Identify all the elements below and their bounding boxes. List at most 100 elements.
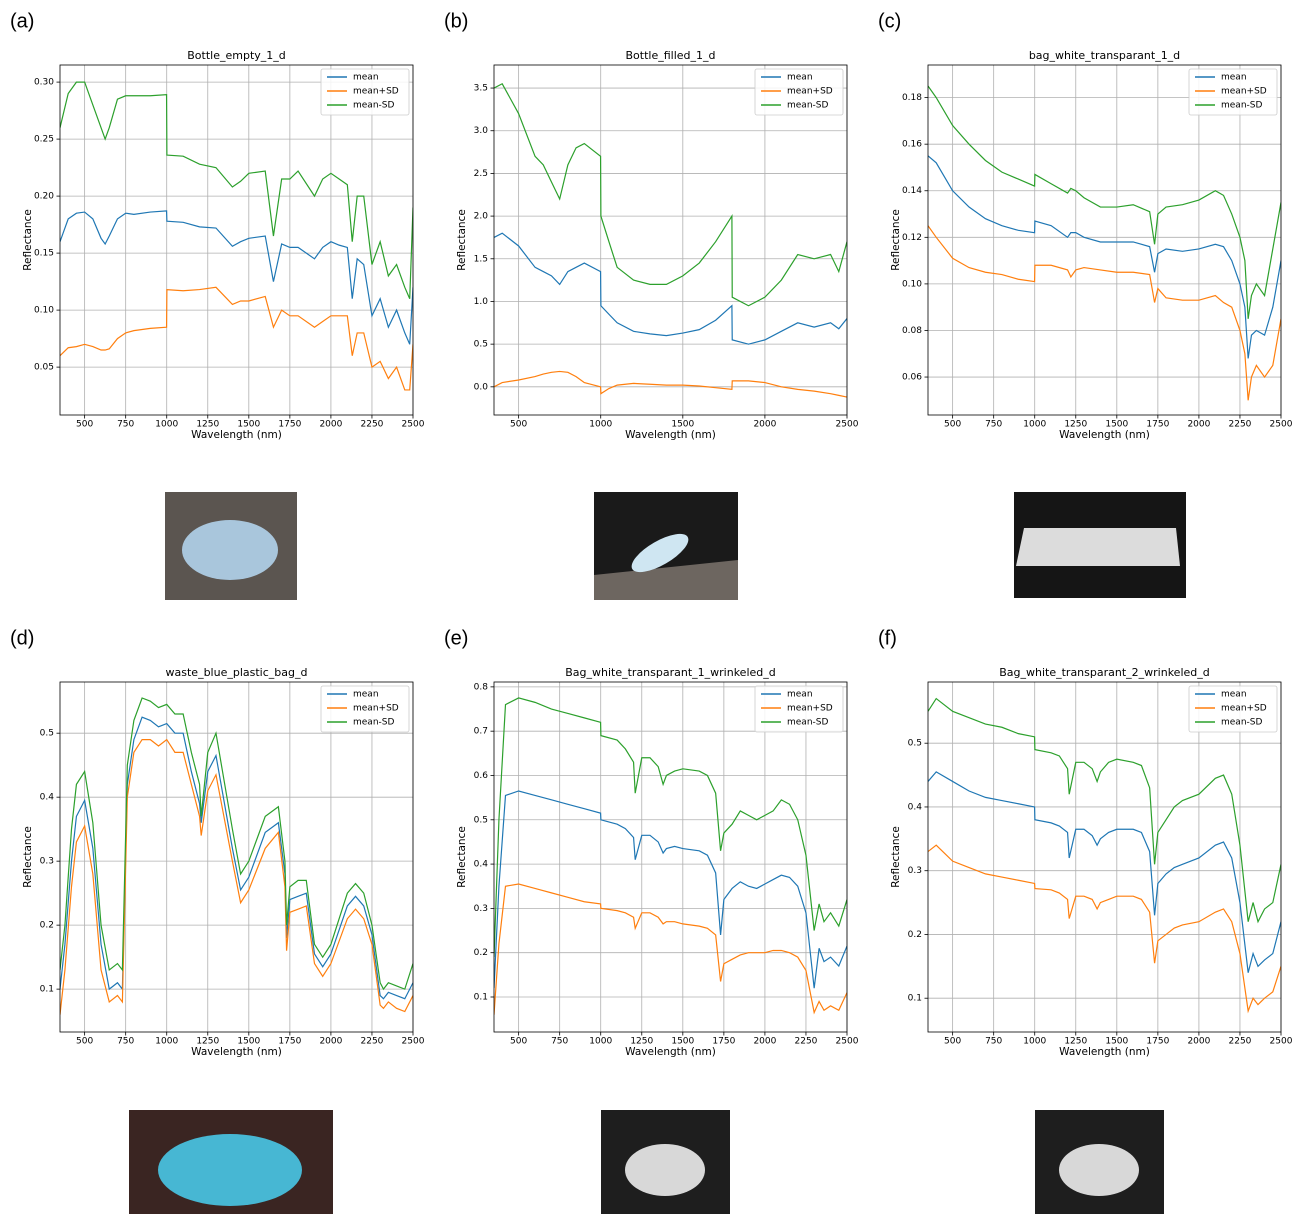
y-tick-label: 0.1 (474, 993, 488, 1003)
x-tick-label: 2500 (1270, 1037, 1293, 1047)
x-axis-label: Wavelength (nm) (1059, 429, 1150, 441)
chart-panel: (d) waste_blue_plastic_bag_d Wavelength (n… (10, 627, 425, 1058)
y-tick-label: 0.18 (902, 93, 922, 103)
series-line (494, 883, 847, 1015)
legend-box (754, 685, 844, 733)
series-line (60, 716, 413, 1000)
x-tick-label: 2000 (1187, 1037, 1210, 1047)
x-tick-label: 2500 (836, 1037, 859, 1047)
x-tick-label: 2000 (753, 1037, 776, 1047)
x-tick-label: 1250 (196, 420, 219, 430)
legend-label: mean+SD (353, 87, 399, 97)
x-tick-label: 500 (510, 1037, 527, 1047)
series-line (60, 81, 413, 299)
legend-label: mean (353, 690, 379, 700)
chart-title: waste_blue_plastic_bag_d (166, 666, 308, 679)
x-axis-label: Wavelength (nm) (191, 1046, 282, 1058)
x-tick-label: 2250 (361, 1037, 384, 1047)
x-tick-label: 500 (944, 420, 961, 430)
x-tick-label: 1000 (1023, 1037, 1046, 1047)
x-tick-label: 1500 (671, 1037, 694, 1047)
y-tick-label: 0.3 (474, 904, 488, 914)
legend: mean mean+SD mean-SD (1188, 68, 1278, 116)
series-line (928, 155, 1281, 359)
series-line (494, 697, 847, 958)
series-line (60, 210, 413, 345)
x-tick-label: 1500 (671, 420, 694, 430)
legend: mean mean+SD mean-SD (320, 68, 410, 116)
y-tick-label: 3.0 (474, 126, 489, 136)
series-line (494, 232, 847, 345)
photo-object (631, 533, 689, 573)
chart-panel: (f) Bag_white_transparant_2_wrinkeled_d Wa… (878, 627, 1293, 1058)
legend-label: mean-SD (1221, 101, 1262, 111)
x-tick-label: 2250 (361, 420, 384, 430)
y-tick-label: 0.4 (908, 802, 923, 812)
x-tick-label: 2000 (319, 1037, 342, 1047)
legend: mean mean+SD mean-SD (1188, 685, 1278, 733)
photo-floor (594, 560, 738, 600)
y-tick-label: 0.16 (902, 140, 922, 150)
x-tick-label: 750 (985, 420, 1002, 430)
y-tick-label: 0.12 (902, 233, 922, 243)
y-tick-label: 0.1 (40, 985, 54, 995)
panel-label: (b) (444, 10, 468, 32)
photo-object (625, 1144, 705, 1196)
x-tick-label: 500 (510, 420, 527, 430)
panel-label: (c) (878, 10, 901, 32)
y-tick-label: 0.06 (902, 373, 922, 383)
x-tick-label: 750 (985, 1037, 1002, 1047)
chart-title: Bag_white_transparant_2_wrinkeled_d (999, 666, 1210, 679)
y-tick-label: 0.2 (474, 948, 488, 958)
y-tick-label: 0.2 (40, 921, 54, 931)
y-tick-label: 2.0 (474, 212, 489, 222)
y-tick-label: 0.10 (902, 279, 922, 289)
legend-label: mean+SD (1221, 87, 1267, 97)
x-tick-label: 2500 (402, 1037, 425, 1047)
x-tick-label: 1000 (589, 420, 612, 430)
y-tick-label: 0.1 (908, 994, 922, 1004)
y-tick-label: 0.4 (474, 860, 489, 870)
y-axis-label: Reflectance (890, 826, 902, 888)
plot-frame (927, 681, 1282, 1033)
x-tick-label: 2500 (1270, 420, 1293, 430)
x-tick-label: 1500 (237, 420, 260, 430)
x-axis-label: Wavelength (nm) (625, 429, 716, 441)
series-line (928, 844, 1281, 1014)
x-axis-label: Wavelength (nm) (1059, 1046, 1150, 1058)
chart-title: Bottle_filled_1_d (626, 49, 716, 62)
x-tick-label: 2000 (1187, 420, 1210, 430)
y-tick-label: 0.14 (902, 186, 922, 196)
series-line (928, 85, 1281, 319)
x-tick-label: 1250 (630, 1037, 653, 1047)
x-tick-label: 1000 (589, 1037, 612, 1047)
x-tick-label: 2500 (402, 420, 425, 430)
series-line (60, 738, 413, 1015)
y-tick-label: 0.0 (474, 382, 489, 392)
legend-label: mean (353, 73, 379, 83)
chart-panel: (b) Bottle_filled_1_d Wavelength (nm) Refle… (444, 10, 859, 441)
plot-frame (493, 681, 848, 1033)
x-tick-label: 1750 (278, 1037, 301, 1047)
x-tick-label: 500 (76, 420, 93, 430)
y-axis-label: Reflectance (456, 209, 468, 271)
y-tick-label: 2.5 (474, 169, 488, 179)
legend-label: mean+SD (787, 704, 833, 714)
chart-title: Bottle_empty_1_d (187, 49, 286, 62)
x-tick-label: 1250 (1064, 420, 1087, 430)
y-tick-label: 0.15 (34, 249, 54, 259)
chart-title: Bag_white_transparant_1_wrinkeled_d (565, 666, 776, 679)
x-tick-label: 1500 (1105, 1037, 1128, 1047)
panel-label: (e) (444, 627, 468, 649)
x-tick-label: 1750 (1146, 420, 1169, 430)
photo-object (182, 520, 278, 580)
legend-label: mean-SD (353, 101, 394, 111)
y-tick-label: 3.5 (474, 84, 488, 94)
chart-panel: (c) bag_white_transparant_1_d Wavelength (… (878, 10, 1293, 441)
y-tick-label: 0.5 (908, 739, 922, 749)
x-tick-label: 1500 (1105, 420, 1128, 430)
x-tick-label: 1250 (1064, 1037, 1087, 1047)
x-tick-label: 1750 (1146, 1037, 1169, 1047)
y-tick-label: 0.7 (474, 727, 488, 737)
